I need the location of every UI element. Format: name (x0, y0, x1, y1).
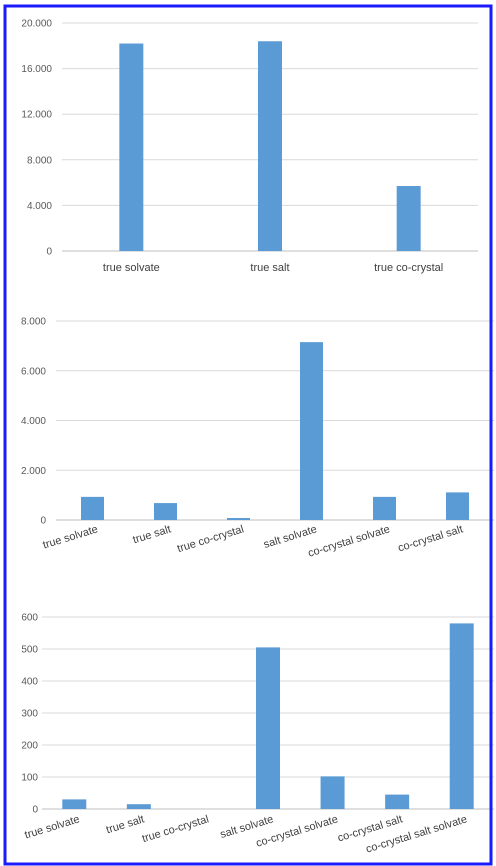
y-tick-label: 300 (21, 709, 38, 720)
x-tick-label: true salt (131, 523, 172, 546)
x-tick-label: true salt (250, 262, 289, 274)
x-tick-label: co-crystal salt (397, 523, 465, 554)
bar (258, 41, 282, 251)
bar (320, 776, 345, 809)
bar (62, 799, 87, 809)
y-tick-label: 4.000 (27, 201, 52, 212)
y-tick-label: 6.000 (21, 366, 46, 377)
bar (300, 342, 323, 520)
y-tick-label: 100 (21, 773, 38, 784)
chart-3: 0 100 200 300 400 500 600 true solvate true salt… (21, 613, 494, 856)
x-tick-label: true salt (105, 813, 146, 836)
bar (446, 492, 469, 520)
bar (119, 43, 144, 251)
y-tick-label: 200 (21, 741, 38, 752)
y-tick-label: 400 (21, 677, 38, 688)
x-tick-label: true solvate (103, 262, 160, 274)
y-tick-label: 20.000 (21, 19, 52, 30)
x-tick-label: true co-crystal (374, 262, 443, 274)
x-tick-label: true solvate (23, 813, 81, 841)
x-tick-label: true co-crystal (141, 813, 211, 845)
y-tick-label: 8.000 (21, 317, 46, 328)
chart-2: 0 2.000 4.000 6.000 8.000 true solvate true sa… (21, 317, 494, 560)
x-tick-label: true co-crystal (176, 523, 246, 555)
bar (154, 503, 177, 520)
y-tick-label: 2.000 (21, 466, 46, 477)
chart-1: 0 4.000 8.000 12.000 16.000 20.000 true solvat… (21, 19, 478, 274)
bar (385, 794, 410, 809)
y-tick-label: 12.000 (21, 110, 52, 121)
y-tick-label: 600 (21, 613, 38, 624)
bar (449, 623, 474, 809)
bar (126, 804, 151, 809)
y-tick-label: 8.000 (27, 155, 52, 166)
bar (81, 496, 104, 520)
bar (396, 186, 421, 251)
figure-frame (3, 4, 493, 866)
y-tick-label: 16.000 (21, 64, 52, 75)
y-tick-label: 0 (32, 805, 38, 816)
y-tick-label: 500 (21, 645, 38, 656)
x-tick-label: co-crystal solvate (307, 523, 392, 559)
bar (373, 496, 396, 520)
y-tick-label: 0 (46, 247, 52, 258)
y-tick-label: 4.000 (21, 416, 46, 427)
y-tick-label: 0 (40, 516, 46, 527)
bar (227, 518, 250, 520)
x-tick-label: true solvate (41, 523, 99, 551)
bar (256, 647, 280, 809)
